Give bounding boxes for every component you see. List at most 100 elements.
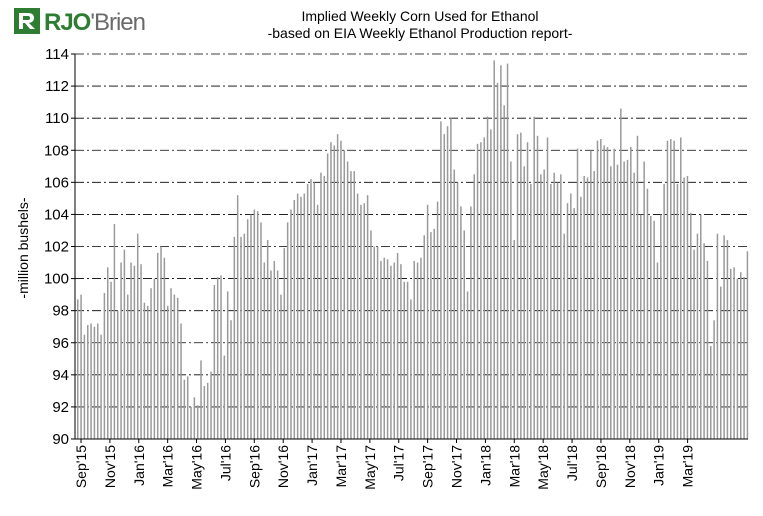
bar [293, 199, 296, 439]
bar [273, 260, 276, 439]
bar [520, 132, 522, 439]
bar [260, 222, 262, 439]
bar [480, 142, 482, 440]
bar [100, 334, 102, 439]
y-tick-label: 114 [45, 46, 69, 63]
bar [343, 150, 346, 439]
bar [146, 305, 149, 439]
bar [700, 214, 702, 439]
bar [673, 140, 675, 439]
bar [163, 257, 166, 439]
bar [510, 161, 512, 440]
bar [83, 334, 86, 439]
bar [583, 175, 585, 440]
bar [550, 183, 552, 439]
x-tick-label: Nov'16 [275, 445, 291, 488]
bar [593, 171, 595, 439]
logo-wordmark: RJO'Brien [44, 9, 146, 37]
axes [71, 53, 748, 443]
bar [606, 147, 609, 440]
bar [153, 278, 156, 439]
y-tick-label: 94 [52, 367, 69, 384]
bar [170, 288, 172, 439]
bar [366, 195, 369, 439]
bar [460, 206, 462, 439]
y-tick-label: 104 [44, 206, 69, 223]
bar [466, 291, 469, 439]
x-tick-label: Sep'16 [246, 445, 262, 488]
bar [696, 233, 699, 439]
bar [350, 171, 352, 439]
bar [256, 211, 259, 439]
logo-text-bold: RJO [44, 9, 91, 36]
bar [693, 249, 695, 439]
bar [513, 240, 515, 439]
bar [233, 236, 236, 439]
bar [653, 220, 655, 439]
bar [313, 182, 316, 439]
bar [496, 82, 499, 440]
x-tick-label: Nov'17 [449, 445, 465, 488]
bar [173, 294, 176, 440]
x-tick-label: Mar'16 [160, 445, 176, 488]
bar [563, 233, 565, 439]
bar [323, 175, 326, 440]
bar [623, 161, 625, 440]
y-tick-label: 112 [45, 78, 69, 95]
y-tick-label: 102 [44, 239, 69, 256]
bar [223, 355, 226, 439]
bar [730, 268, 732, 439]
bar [740, 272, 742, 439]
bar [166, 305, 169, 439]
bar [77, 299, 79, 439]
bar [703, 243, 705, 439]
bar [580, 196, 582, 439]
bar [430, 232, 432, 439]
bar [600, 139, 602, 439]
bar [156, 252, 159, 439]
bar [566, 203, 569, 439]
bar [296, 193, 299, 439]
bar [126, 294, 129, 440]
bar [476, 143, 479, 439]
bar [376, 246, 379, 439]
bar [486, 116, 489, 439]
bar [713, 320, 715, 439]
bar [640, 214, 642, 439]
bar [666, 140, 669, 439]
x-tick-label: Sep'18 [593, 445, 609, 488]
bar [463, 230, 465, 439]
bar [450, 118, 452, 440]
bar [546, 137, 549, 440]
bar [413, 260, 415, 439]
bar [733, 267, 735, 439]
bar [210, 371, 212, 439]
x-tick-label: Jul'18 [564, 445, 580, 481]
bar [246, 219, 249, 439]
x-tick-label: May'18 [535, 445, 551, 490]
bar [426, 204, 429, 439]
x-tick-label: Jan'17 [304, 445, 320, 486]
bar [516, 134, 519, 439]
y-tick-labels: 90 92 94 96 98 100 102 104 106 108 110 112 114 [44, 46, 69, 448]
y-tick-label: 106 [44, 174, 69, 191]
bar [243, 233, 246, 439]
bar [453, 169, 455, 439]
bar [603, 145, 605, 439]
bar [120, 262, 122, 439]
x-tick-label: May'16 [189, 445, 205, 490]
bar [686, 175, 689, 440]
bar [446, 126, 449, 439]
bar [726, 240, 729, 439]
bar [506, 63, 509, 440]
x-tick-label: Mar'18 [506, 445, 522, 488]
bar [590, 150, 592, 439]
bar [303, 193, 306, 439]
bar [656, 262, 659, 439]
bar [443, 134, 445, 439]
bar [540, 174, 542, 439]
bar [556, 182, 559, 439]
bar [533, 116, 535, 439]
bar [190, 406, 192, 439]
bar [400, 264, 402, 439]
